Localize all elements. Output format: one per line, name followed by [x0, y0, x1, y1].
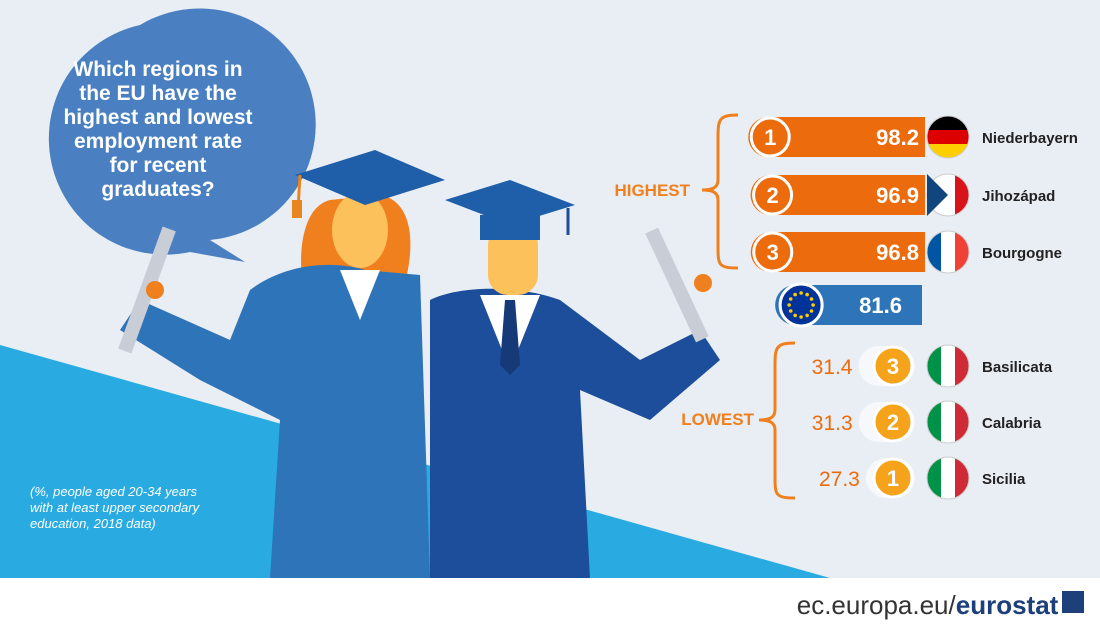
bar-end: [902, 285, 922, 325]
flag: [927, 231, 969, 273]
flag-stripe: [955, 345, 969, 387]
bar-end: [905, 232, 925, 272]
value: 98.2: [876, 125, 919, 150]
flag-stripe: [955, 401, 969, 443]
eu-flag: [778, 282, 824, 328]
flag: [927, 401, 969, 443]
eu-star: [799, 315, 803, 319]
face: [332, 192, 388, 268]
flag-border: [926, 400, 970, 444]
value: 81.6: [859, 293, 902, 318]
bar: [748, 117, 925, 157]
region: Calabria: [982, 415, 1042, 432]
flag-stripe: [955, 231, 969, 273]
flag-border: [926, 456, 970, 500]
tassel: [292, 200, 302, 218]
rank-badge: [872, 457, 914, 499]
flag-stripe: [927, 401, 942, 443]
region: Sicilia: [982, 471, 1026, 488]
cap: [295, 150, 445, 205]
brace: [758, 341, 796, 500]
question: Which regions in the EU have the highest…: [63, 58, 253, 201]
value: 96.8: [876, 240, 919, 265]
eu-star: [805, 292, 809, 297]
eu-star: [793, 292, 797, 297]
flag-stripe: [941, 457, 956, 499]
collar: [340, 270, 380, 320]
flag: [927, 457, 969, 499]
rank: 1: [887, 466, 899, 491]
brand: eurostat: [955, 590, 1059, 620]
rank: 2: [766, 183, 778, 208]
rank-badge: [752, 231, 794, 273]
eu-star: [811, 303, 815, 307]
tie: [500, 300, 520, 375]
flag-stripe: [941, 174, 956, 216]
value: 27.3: [819, 468, 860, 491]
flag: [927, 116, 969, 158]
rank-badge: [872, 401, 914, 443]
eu-star: [799, 291, 803, 295]
flag-stripe: [955, 174, 969, 216]
value: 31.4: [812, 356, 853, 379]
flag-stripe: [927, 457, 942, 499]
flag-stripe: [927, 144, 969, 158]
cap: [445, 180, 575, 225]
flag-stripe: [941, 401, 956, 443]
speech-bubble: [48, 8, 316, 263]
value: 96.9: [876, 183, 919, 208]
rank: 3: [767, 240, 779, 265]
seal: [146, 281, 164, 299]
rank: 1: [764, 125, 776, 150]
flag-stripe: [941, 345, 956, 387]
seal: [694, 274, 712, 292]
flag-stripe: [941, 231, 956, 273]
region: Jihozápad: [982, 188, 1055, 205]
rank-badge: [749, 116, 791, 158]
rank-badge: [752, 174, 794, 216]
diploma: [645, 227, 709, 343]
rank-badge: [872, 345, 914, 387]
eu-star: [787, 303, 791, 307]
bar: [750, 175, 925, 215]
eu-logo: [1062, 591, 1084, 613]
eu-star: [805, 313, 809, 318]
flag-stripe: [927, 116, 969, 131]
cap: [480, 215, 540, 240]
value: 31.3: [812, 412, 853, 435]
group-label: HIGHEST: [614, 181, 690, 200]
face: [488, 225, 538, 295]
region: Niederbayern: [982, 130, 1078, 147]
eu-star: [809, 309, 814, 313]
flag-border: [926, 115, 970, 159]
rank: 3: [887, 354, 899, 379]
note: (%, people aged 20-34 years with at leas…: [30, 484, 200, 531]
region: Bourgogne: [982, 245, 1062, 262]
flag-border: [926, 230, 970, 274]
bar-end: [905, 175, 925, 215]
bar: [750, 232, 925, 272]
rank: 2: [887, 410, 899, 435]
site: ec.europa.eu/: [796, 590, 956, 620]
footer: ec.europa.eu/eurostat: [797, 590, 1080, 621]
flag-stripe: [927, 231, 942, 273]
eu-star: [788, 297, 793, 301]
group-label: LOWEST: [681, 410, 754, 429]
flag-border: [926, 344, 970, 388]
eu-star: [788, 309, 793, 313]
eu-star: [793, 313, 797, 318]
eu-star: [809, 297, 814, 301]
brace: [701, 113, 739, 270]
gown: [120, 264, 430, 578]
flag-stripe: [927, 130, 969, 145]
flag-stripe: [927, 345, 942, 387]
flag: [927, 345, 969, 387]
flag-triangle: [927, 174, 948, 216]
bar-end: [905, 117, 925, 157]
region: Basilicata: [982, 359, 1053, 376]
flag-stripe: [955, 457, 969, 499]
